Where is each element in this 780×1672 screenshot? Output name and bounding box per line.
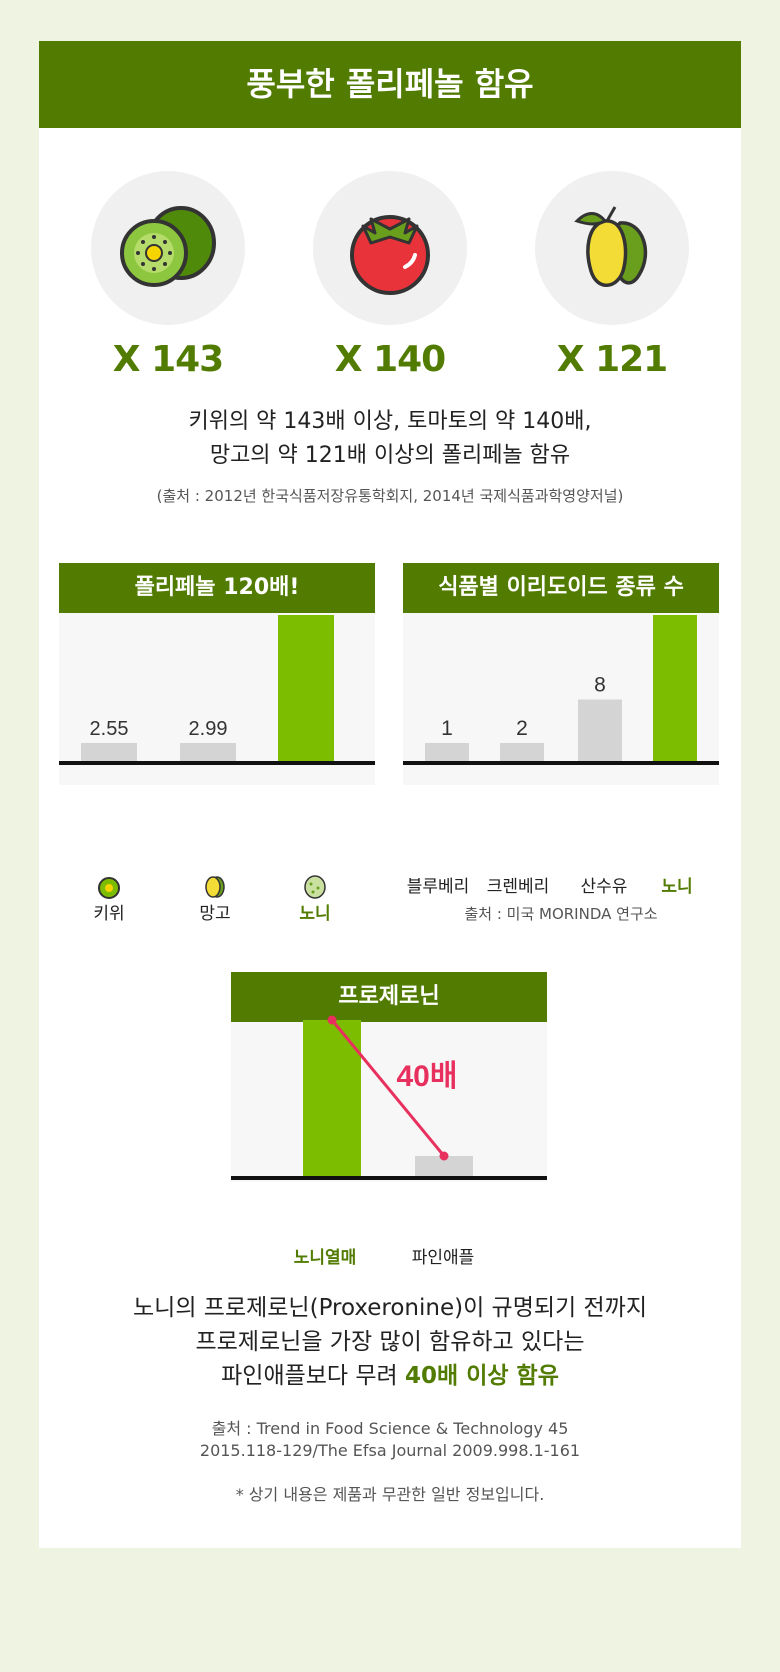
bar-1 [415, 1156, 473, 1176]
proxeronine-source-2: 2015.118-129/The Efsa Journal 2009.998.1… [199, 1441, 581, 1460]
bar-1 [180, 743, 236, 761]
kiwi-circle [91, 171, 245, 325]
chart3-label-noni: 노니열매 [293, 1248, 357, 1268]
annotation-label: 40배 [397, 1060, 458, 1093]
chart1-label-noni: 노니 [299, 904, 331, 924]
proxeronine-chart-title: 프로제로닌 [231, 972, 547, 1022]
tomato-icon [350, 215, 430, 295]
summary-source: (출처 : 2012년 한국식품저장유통학회지, 2014년 국제식품과학영양저… [156, 487, 624, 505]
proxeronine-chart: 프로제로닌 40배 [231, 972, 547, 1182]
bar-0 [81, 743, 137, 761]
proxeronine-line-3-prefix: 파인애플보다 무려 [221, 1363, 406, 1389]
polyphenol-chart-title: 폴리페놀 120배! [59, 563, 375, 613]
chart2-label-blueberry: 블루베리 [406, 877, 470, 897]
bar-0 [303, 1020, 361, 1176]
connector-line [330, 1019, 446, 1157]
bar-1 [500, 743, 544, 761]
value-label-0: 2.55 [90, 718, 129, 740]
proxeronine-line-2: 프로제로닌을 가장 많이 함유하고 있다는 [195, 1329, 585, 1355]
bar-2 [578, 699, 622, 761]
connector-dot-0 [327, 1015, 337, 1025]
noni-mini-icon [301, 871, 329, 899]
value-label-1: 2 [516, 717, 528, 740]
value-label-0: 1 [441, 717, 453, 740]
value-label-1: 2.99 [189, 718, 228, 740]
mango-circle [535, 171, 689, 325]
value-label-2: 8 [594, 674, 606, 697]
proxeronine-line-3: 파인애플보다 무려 40배 이상 함유 [39, 1359, 741, 1393]
summary-line-2: 망고의 약 121배 이상의 폴리페놀 함유 [209, 443, 571, 468]
infographic-card: 풍부한 폴리페놀 함유 X 143 [39, 41, 741, 1548]
chart1-label-kiwi: 키위 [93, 904, 125, 924]
proxeronine-chart-plot: 40배 [231, 1015, 547, 1180]
bar-3 [653, 615, 697, 761]
mango-mini-icon [201, 871, 229, 899]
chart2-label-cranberry: 크렌베리 [486, 877, 550, 897]
chart2-label-noni: 노니 [661, 877, 693, 897]
tomato-multiplier: X 140 [334, 339, 446, 380]
mango-icon [574, 206, 648, 287]
connector-dot-1 [439, 1151, 449, 1161]
bar-2 [278, 615, 334, 761]
summary-line-1: 키위의 약 143배 이상, 토마토의 약 140배, [188, 409, 592, 434]
iridoid-chart: 식품별 이리도이드 종류 수 12819 [403, 563, 719, 785]
chart2-label-sansuyu: 산수유 [580, 877, 628, 897]
polyphenol-chart-plot: 2.552.99364.7 [59, 615, 375, 765]
tomato-circle [313, 171, 467, 325]
proxeronine-source-1: 출처 : Trend in Food Science & Technology … [211, 1419, 569, 1438]
chart3-label-pineapple: 파인애플 [411, 1248, 475, 1268]
proxeronine-highlight: 40배 이상 함유 [405, 1363, 559, 1389]
page-title: 풍부한 폴리페놀 함유 [39, 41, 741, 128]
iridoid-source: 출처 : 미국 MORINDA 연구소 [464, 905, 658, 923]
disclaimer: * 상기 내용은 제품과 무관한 일반 정보입니다. [235, 1485, 545, 1504]
polyphenol-chart: 폴리페놀 120배! 2.552.99364.7 [59, 563, 375, 785]
iridoid-chart-title: 식품별 이리도이드 종류 수 [403, 563, 719, 613]
chart1-label-mango: 망고 [199, 904, 231, 924]
baseline [403, 761, 719, 765]
iridoid-chart-plot: 12819 [403, 615, 719, 765]
bar-0 [425, 743, 469, 761]
baseline [231, 1176, 547, 1180]
mango-multiplier: X 121 [556, 339, 668, 380]
kiwi-multiplier: X 143 [112, 339, 224, 380]
baseline [59, 761, 375, 765]
kiwi-icon [120, 206, 216, 287]
proxeronine-line-1: 노니의 프로제로닌(Proxeronine)이 규명되기 전까지 [133, 1295, 647, 1321]
kiwi-mini-icon [95, 873, 123, 901]
